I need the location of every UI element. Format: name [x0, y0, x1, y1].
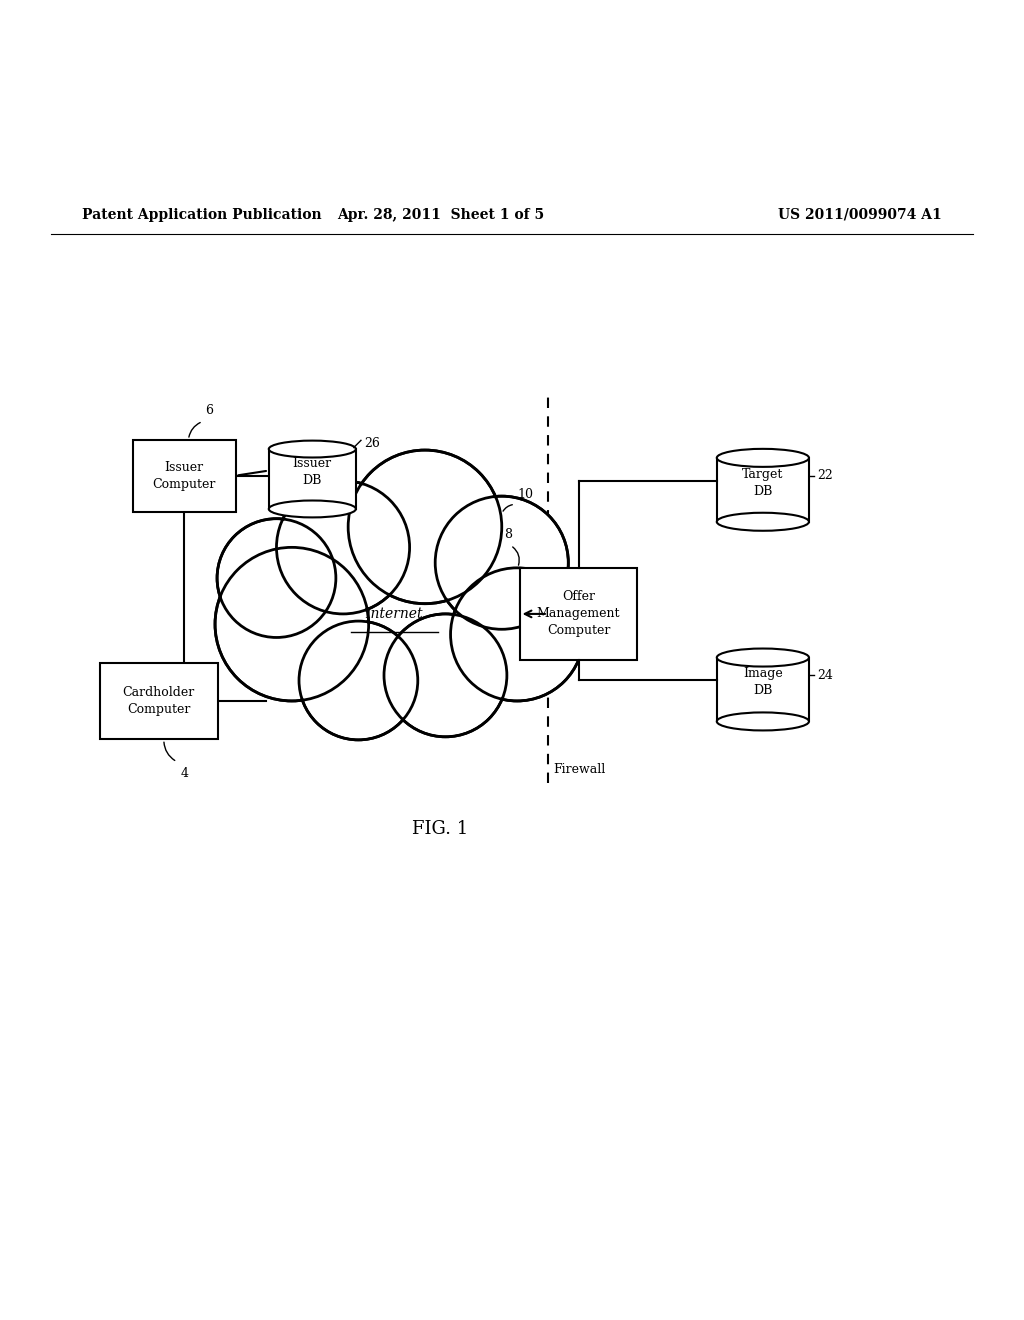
Text: Cardholder
Computer: Cardholder Computer	[123, 686, 195, 715]
Text: 26: 26	[365, 437, 380, 450]
Ellipse shape	[268, 441, 356, 458]
Text: 10: 10	[517, 488, 534, 502]
Text: Target
DB: Target DB	[742, 467, 783, 498]
Circle shape	[384, 614, 507, 737]
Circle shape	[301, 623, 416, 738]
FancyBboxPatch shape	[519, 568, 637, 660]
Circle shape	[453, 570, 582, 700]
FancyBboxPatch shape	[100, 663, 218, 739]
Circle shape	[386, 615, 505, 735]
FancyBboxPatch shape	[133, 440, 236, 512]
Ellipse shape	[717, 449, 809, 467]
Circle shape	[276, 480, 410, 614]
Bar	[717, 657, 809, 722]
Circle shape	[299, 622, 418, 741]
Circle shape	[217, 519, 336, 638]
Text: US 2011/0099074 A1: US 2011/0099074 A1	[778, 207, 942, 222]
Bar	[717, 458, 809, 521]
Bar	[268, 449, 356, 510]
Text: Issuer
Computer: Issuer Computer	[153, 461, 216, 491]
Ellipse shape	[717, 648, 809, 667]
Circle shape	[437, 498, 566, 627]
Text: 8: 8	[504, 528, 512, 541]
Ellipse shape	[717, 512, 809, 531]
Circle shape	[215, 548, 369, 701]
Circle shape	[435, 496, 568, 630]
Text: 4: 4	[180, 767, 188, 780]
Circle shape	[279, 483, 408, 612]
Text: FIG. 1: FIG. 1	[413, 820, 468, 838]
Text: Offer
Management
Computer: Offer Management Computer	[537, 590, 621, 638]
Circle shape	[350, 453, 500, 602]
Circle shape	[348, 450, 502, 603]
Text: Patent Application Publication: Patent Application Publication	[82, 207, 322, 222]
Circle shape	[217, 549, 367, 698]
Text: 24: 24	[817, 669, 834, 682]
Text: Firewall: Firewall	[553, 763, 605, 776]
Text: Issuer
DB: Issuer DB	[293, 457, 332, 487]
Text: Apr. 28, 2011  Sheet 1 of 5: Apr. 28, 2011 Sheet 1 of 5	[337, 207, 544, 222]
Ellipse shape	[268, 500, 356, 517]
Text: 6: 6	[205, 404, 213, 417]
Text: Internet: Internet	[366, 607, 423, 620]
Text: Image
DB: Image DB	[743, 668, 782, 697]
Text: 22: 22	[817, 469, 833, 482]
Circle shape	[219, 520, 334, 636]
Ellipse shape	[717, 713, 809, 730]
Circle shape	[451, 568, 584, 701]
